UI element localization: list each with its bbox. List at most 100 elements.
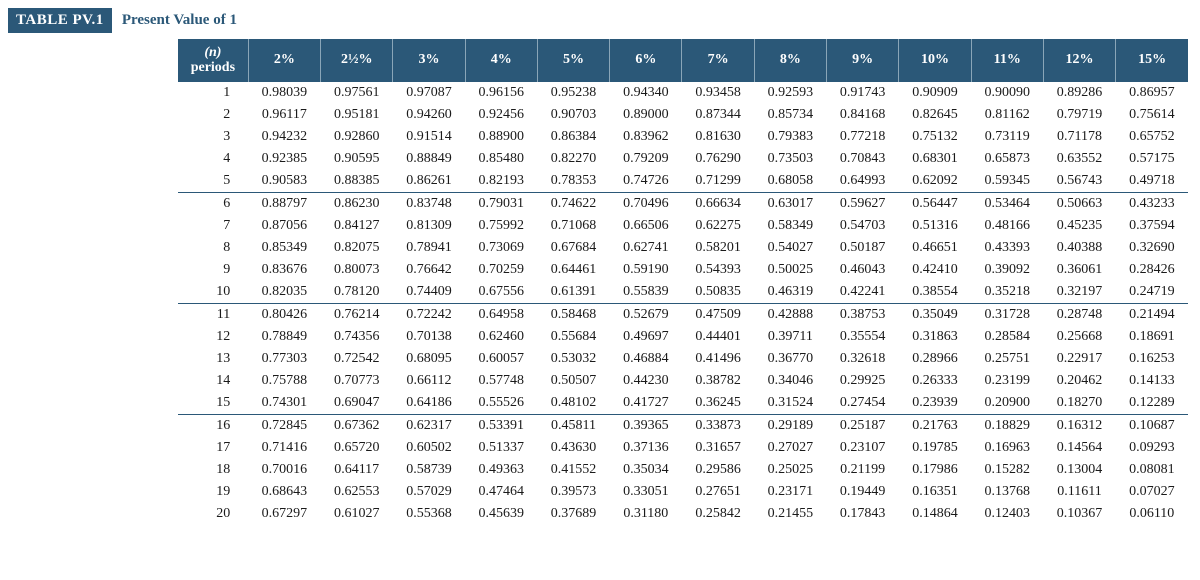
value-cell: 0.86384 <box>537 126 609 148</box>
value-cell: 0.98039 <box>248 82 320 104</box>
table-row: 180.700160.641170.587390.493630.415520.3… <box>178 459 1188 481</box>
value-cell: 0.23939 <box>899 392 971 415</box>
value-cell: 0.89286 <box>1043 82 1115 104</box>
value-cell: 0.46043 <box>827 259 899 281</box>
value-cell: 0.74409 <box>393 281 465 304</box>
value-cell: 0.43233 <box>1116 192 1188 215</box>
value-cell: 0.57029 <box>393 481 465 503</box>
value-cell: 0.56447 <box>899 192 971 215</box>
value-cell: 0.63017 <box>754 192 826 215</box>
value-cell: 0.90090 <box>971 82 1043 104</box>
value-cell: 0.29189 <box>754 414 826 437</box>
value-cell: 0.40388 <box>1043 237 1115 259</box>
value-cell: 0.90703 <box>537 104 609 126</box>
value-cell: 0.31657 <box>682 437 754 459</box>
value-cell: 0.87056 <box>248 215 320 237</box>
value-cell: 0.92385 <box>248 148 320 170</box>
value-cell: 0.42241 <box>827 281 899 304</box>
value-cell: 0.22917 <box>1043 348 1115 370</box>
value-cell: 0.33051 <box>610 481 682 503</box>
value-cell: 0.50025 <box>754 259 826 281</box>
value-cell: 0.83676 <box>248 259 320 281</box>
value-cell: 0.50507 <box>537 370 609 392</box>
period-cell: 5 <box>178 170 248 193</box>
col-head-rate: 10% <box>899 39 971 82</box>
value-cell: 0.55684 <box>537 326 609 348</box>
value-cell: 0.79719 <box>1043 104 1115 126</box>
period-cell: 4 <box>178 148 248 170</box>
value-cell: 0.75614 <box>1116 104 1188 126</box>
value-cell: 0.35554 <box>827 326 899 348</box>
value-cell: 0.21199 <box>827 459 899 481</box>
table-row: 50.905830.883850.862610.821930.783530.74… <box>178 170 1188 193</box>
value-cell: 0.65873 <box>971 148 1043 170</box>
value-cell: 0.13004 <box>1043 459 1115 481</box>
col-head-periods-label: periods <box>191 60 235 75</box>
value-cell: 0.64117 <box>321 459 393 481</box>
value-cell: 0.82645 <box>899 104 971 126</box>
value-cell: 0.66112 <box>393 370 465 392</box>
value-cell: 0.62317 <box>393 414 465 437</box>
value-cell: 0.85480 <box>465 148 537 170</box>
value-cell: 0.28426 <box>1116 259 1188 281</box>
value-cell: 0.33873 <box>682 414 754 437</box>
value-cell: 0.79031 <box>465 192 537 215</box>
value-cell: 0.36770 <box>754 348 826 370</box>
value-cell: 0.31728 <box>971 303 1043 326</box>
period-cell: 6 <box>178 192 248 215</box>
value-cell: 0.82075 <box>321 237 393 259</box>
value-cell: 0.54027 <box>754 237 826 259</box>
value-cell: 0.65752 <box>1116 126 1188 148</box>
value-cell: 0.14864 <box>899 503 971 525</box>
value-cell: 0.28966 <box>899 348 971 370</box>
table-row: 110.804260.762140.722420.649580.584680.5… <box>178 303 1188 326</box>
value-cell: 0.85349 <box>248 237 320 259</box>
value-cell: 0.64461 <box>537 259 609 281</box>
value-cell: 0.44401 <box>682 326 754 348</box>
value-cell: 0.62553 <box>321 481 393 503</box>
value-cell: 0.39365 <box>610 414 682 437</box>
value-cell: 0.96117 <box>248 104 320 126</box>
value-cell: 0.97561 <box>321 82 393 104</box>
col-head-rate: 11% <box>971 39 1043 82</box>
value-cell: 0.19785 <box>899 437 971 459</box>
value-cell: 0.21494 <box>1116 303 1188 326</box>
value-cell: 0.26333 <box>899 370 971 392</box>
value-cell: 0.14133 <box>1116 370 1188 392</box>
value-cell: 0.18829 <box>971 414 1043 437</box>
value-cell: 0.10367 <box>1043 503 1115 525</box>
value-cell: 0.36245 <box>682 392 754 415</box>
value-cell: 0.27454 <box>827 392 899 415</box>
col-head-rate: 8% <box>754 39 826 82</box>
period-cell: 10 <box>178 281 248 304</box>
value-cell: 0.18270 <box>1043 392 1115 415</box>
value-cell: 0.67362 <box>321 414 393 437</box>
value-cell: 0.75132 <box>899 126 971 148</box>
value-cell: 0.07027 <box>1116 481 1188 503</box>
col-head-rate: 15% <box>1116 39 1188 82</box>
value-cell: 0.76290 <box>682 148 754 170</box>
value-cell: 0.67684 <box>537 237 609 259</box>
value-cell: 0.84127 <box>321 215 393 237</box>
value-cell: 0.76214 <box>321 303 393 326</box>
value-cell: 0.09293 <box>1116 437 1188 459</box>
value-cell: 0.68301 <box>899 148 971 170</box>
value-cell: 0.78120 <box>321 281 393 304</box>
value-cell: 0.28584 <box>971 326 1043 348</box>
value-cell: 0.88900 <box>465 126 537 148</box>
table-row: 70.870560.841270.813090.759920.710680.66… <box>178 215 1188 237</box>
value-cell: 0.70843 <box>827 148 899 170</box>
value-cell: 0.68643 <box>248 481 320 503</box>
table-head: (n) periods 2% 2½% 3% 4% 5% 6% 7% 8% 9% … <box>178 39 1188 82</box>
period-cell: 13 <box>178 348 248 370</box>
col-head-rate: 6% <box>610 39 682 82</box>
value-cell: 0.50663 <box>1043 192 1115 215</box>
value-cell: 0.72542 <box>321 348 393 370</box>
value-cell: 0.25025 <box>754 459 826 481</box>
value-cell: 0.23107 <box>827 437 899 459</box>
value-cell: 0.53391 <box>465 414 537 437</box>
col-head-rate: 9% <box>827 39 899 82</box>
value-cell: 0.55368 <box>393 503 465 525</box>
value-cell: 0.73069 <box>465 237 537 259</box>
value-cell: 0.74726 <box>610 170 682 193</box>
